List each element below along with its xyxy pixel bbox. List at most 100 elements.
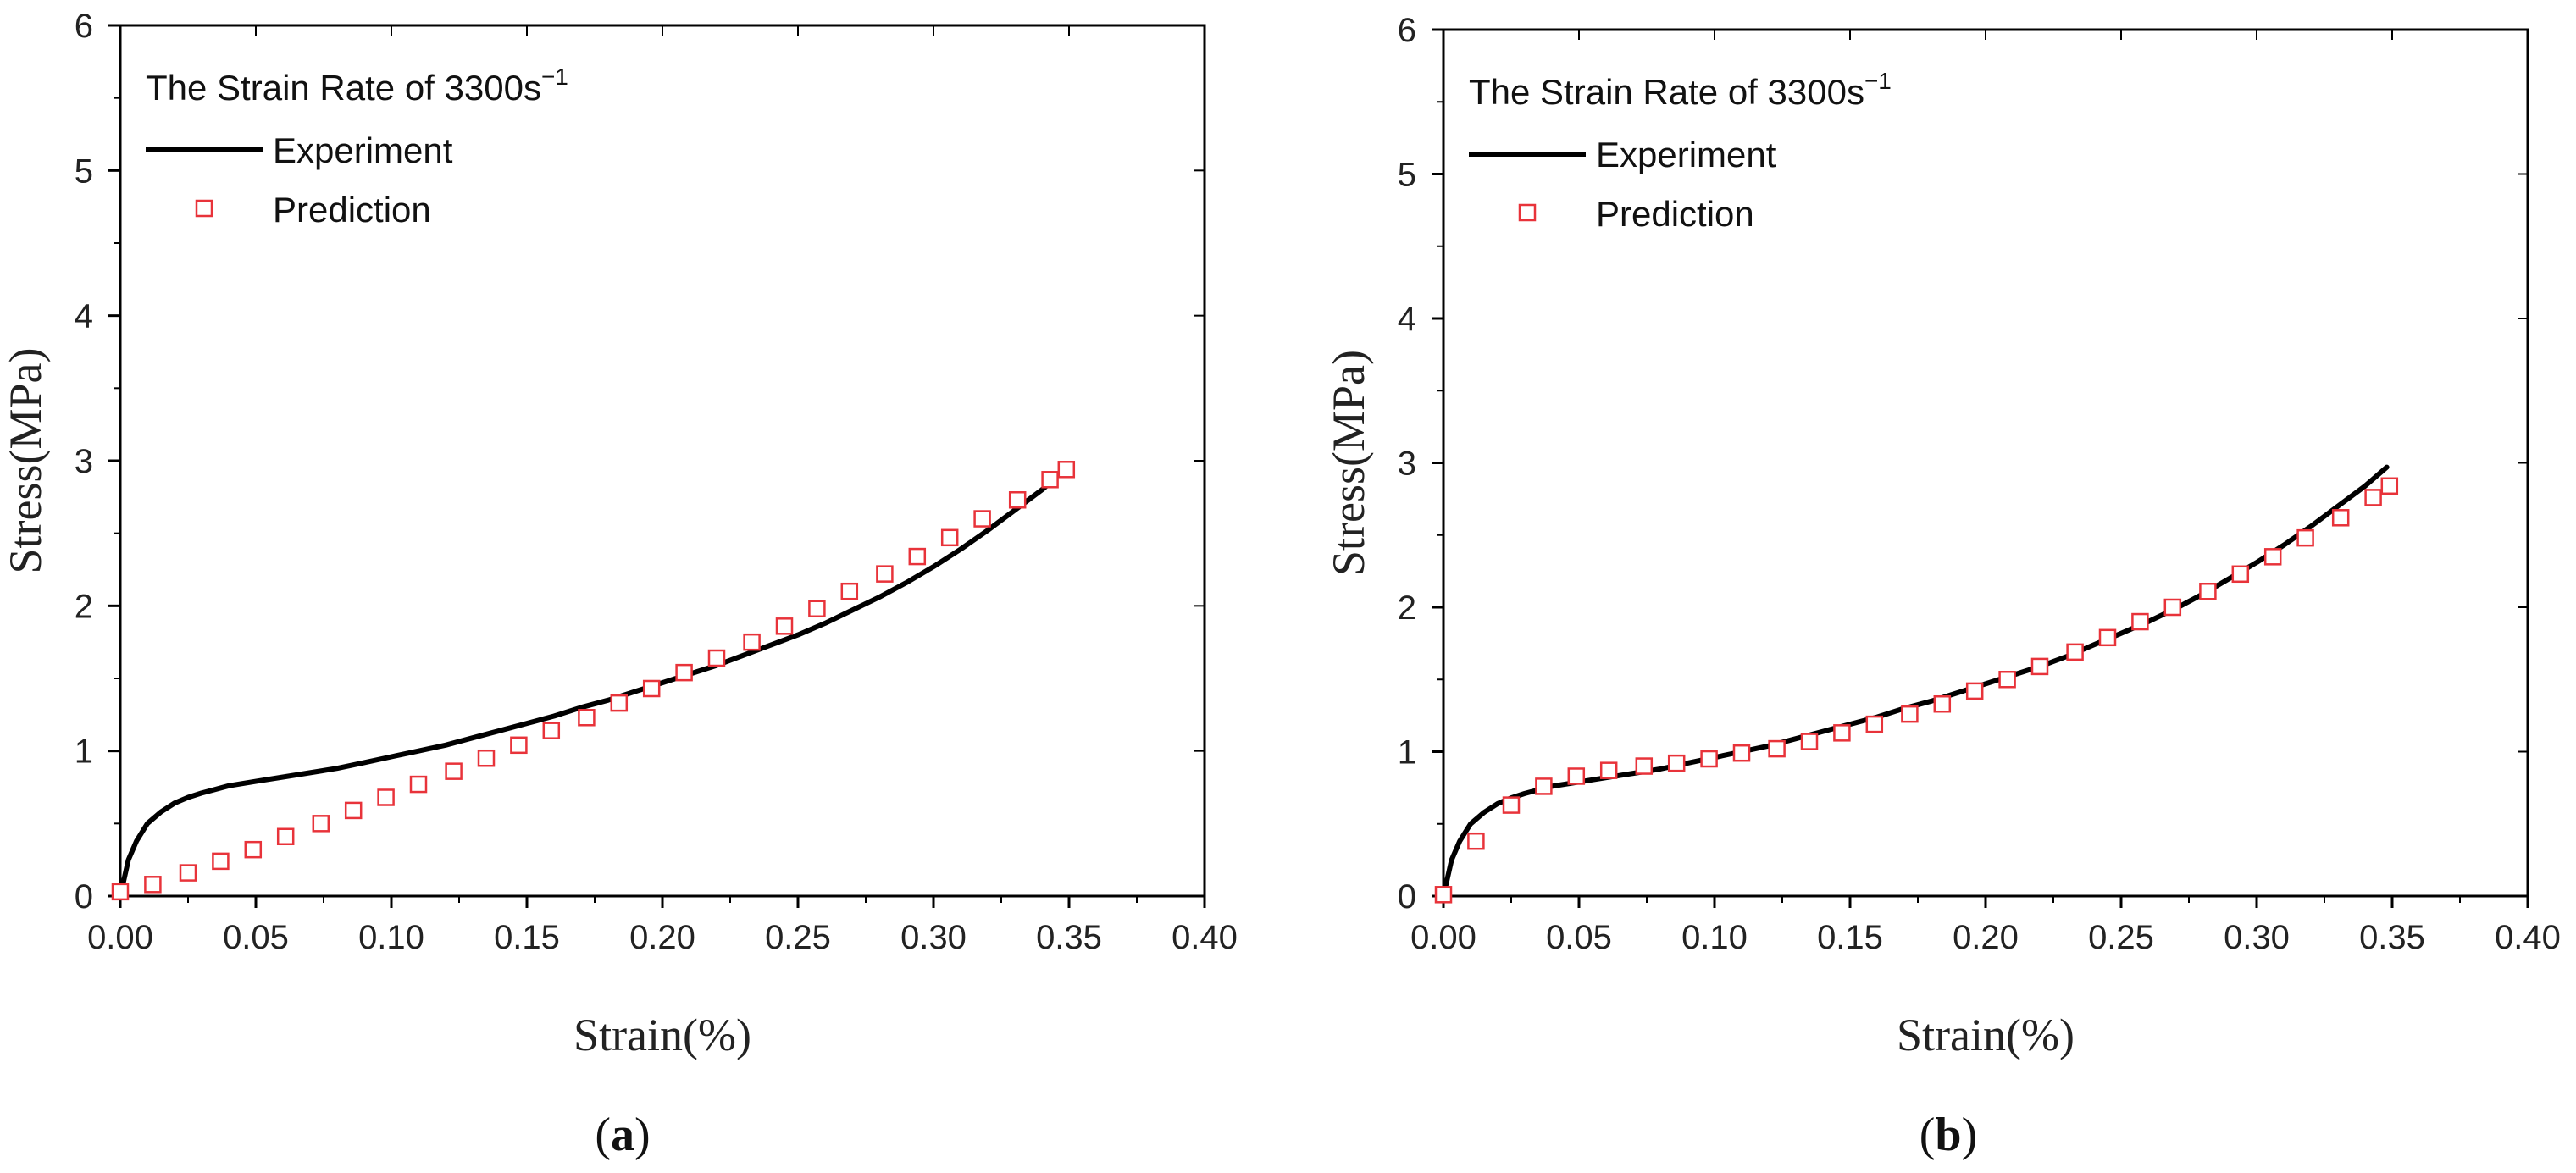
prediction-marker [510,736,528,755]
x-tick-label: 0.10 [1681,919,1748,956]
prediction-marker [409,775,428,794]
prediction-marker [2296,528,2314,547]
y-tick-label: 1 [1398,734,1416,772]
prediction-marker [377,788,395,806]
chart-panel-a: 0.00 0.05 0.10 0.15 0.20 0.25 0.30 0.35 0.40 0 1 2 3… [0,8,1238,1161]
y-tick-label: 0 [1398,878,1416,916]
prediction-marker [477,749,496,767]
prediction-marker [2331,509,2350,527]
legend-title-text: The Strain Rate of 3300s [146,68,541,108]
y-tick-label: 4 [75,298,93,335]
prediction-marker [1502,796,1521,814]
y-tick-label: 6 [1398,12,1416,49]
panel-label: (a) [595,1109,650,1161]
prediction-marker [1865,715,1884,733]
prediction-marker [775,617,794,635]
x-tick-label: 0.05 [1546,919,1612,956]
prediction-marker [1008,491,1027,509]
legend-title-exponent: −1 [541,64,568,90]
y-tick-label: 1 [75,733,93,771]
panel-label: (b) [1920,1109,1977,1161]
x-tick-label: 0.30 [900,919,967,956]
prediction-marker [840,582,859,600]
prediction-marker [1041,471,1059,489]
prediction-marker [2131,612,2149,631]
prediction-marker [144,876,162,894]
y-tick-label: 4 [1398,301,1416,338]
x-tick-label: 0.15 [1817,919,1883,956]
x-tick-label: 0.30 [2224,919,2290,956]
x-tick-label: 0.20 [629,919,695,956]
y-tick-label: 3 [1398,445,1416,483]
y-tick-label: 0 [75,878,93,916]
prediction-marker [1467,832,1485,850]
x-axis-title: Strain(%) [573,1010,751,1060]
y-axis-title: Stress(MPa) [0,348,51,574]
legend-title: The Strain Rate of 3300s−1 [1469,68,1892,112]
legend-label-prediction: Prediction [273,190,431,230]
y-tick-label: 2 [1398,589,1416,627]
x-axis-title: Strain(%) [1897,1010,2075,1060]
prediction-marker [743,633,761,651]
x-tick-label: 0.25 [765,919,831,956]
legend-square-swatch [1518,203,1537,222]
prediction-marker [2030,657,2049,676]
prediction-marker [1567,767,1586,785]
prediction-marker [1434,886,1453,904]
prediction-marker [876,565,894,583]
x-tick-label: 0.20 [1953,919,2019,956]
x-tick-label: 0.15 [494,919,560,956]
y-tick-label: 5 [1398,157,1416,194]
prediction-marker [276,827,295,846]
prediction-marker [808,600,826,618]
prediction-marker [2199,582,2217,600]
x-tick-label: 0.00 [1410,919,1476,956]
prediction-marker [1599,761,1618,779]
legend-label-experiment: Experiment [1596,135,1776,174]
y-tick-label: 6 [75,8,93,45]
x-tick-label: 0.10 [358,919,424,956]
prediction-marker [2364,489,2382,506]
x-tick-label: 0.00 [87,919,153,956]
prediction-marker [344,801,363,820]
prediction-marker [2066,643,2084,661]
prediction-marker [940,528,959,547]
y-tick-label: 2 [75,588,93,625]
prediction-marker [542,722,561,739]
prediction-marker [1965,682,1984,700]
prediction-marker [111,883,130,901]
prediction-marker [578,709,596,727]
y-tick-label: 3 [75,443,93,480]
prediction-marker [642,679,661,698]
prediction-marker [908,547,927,566]
legend-label-prediction: Prediction [1596,194,1754,234]
prediction-marker [2098,628,2117,647]
prediction-marker [675,663,693,682]
prediction-marker [179,864,197,882]
prediction-marker [2380,477,2399,495]
prediction-marker [1700,750,1718,768]
x-tick-label: 0.05 [223,919,289,956]
prediction-marker [445,762,463,780]
experiment-curve [118,475,1058,899]
legend-title-text: The Strain Rate of 3300s [1469,72,1864,112]
x-tick-label: 0.35 [1036,919,1102,956]
legend-square-swatch [195,199,213,218]
chart-panel-b: 0.00 0.05 0.10 0.15 0.20 0.25 0.30 0.35 0.40 0 1 2 3… [1323,12,2561,1161]
prediction-marker [973,510,991,528]
y-axis-title: Stress(MPa) [1323,350,1374,576]
legend-title-exponent: −1 [1864,68,1892,94]
legend-title: The Strain Rate of 3300s−1 [146,64,568,108]
prediction-marker [1535,777,1553,795]
prediction-marker [212,852,230,871]
prediction-marker [2263,548,2282,566]
prediction-marker [1901,705,1919,723]
prediction-marker [1057,461,1076,479]
panel-label-letter: a [611,1109,634,1161]
prediction-marker [1800,733,1819,750]
prediction-marker [244,840,263,859]
prediction-marker [2231,565,2250,584]
legend-label-experiment: Experiment [273,130,453,170]
prediction-marker [1635,757,1654,775]
panel-label-letter: b [1935,1109,1961,1161]
